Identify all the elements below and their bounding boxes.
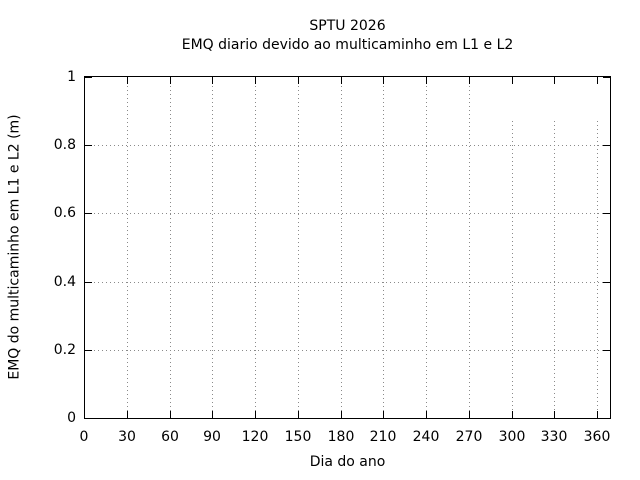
v-gridline — [469, 78, 470, 418]
x-tick-bottom — [298, 411, 299, 418]
x-tick-top — [512, 77, 513, 84]
y-tick-label: 0.6 — [53, 205, 76, 221]
v-gridline — [341, 78, 342, 418]
v-gridline — [212, 78, 213, 418]
v-gridline — [255, 78, 256, 418]
v-gridline — [426, 78, 427, 418]
x-tick-top — [255, 77, 256, 84]
y-tick-right — [603, 350, 610, 351]
v-gridline — [597, 121, 598, 418]
v-gridline — [298, 78, 299, 418]
v-gridline — [127, 78, 128, 418]
plot-area — [84, 76, 611, 419]
chart-title-block: SPTU 2026 EMQ diario devido ao multicami… — [84, 17, 611, 55]
x-tick-bottom — [341, 411, 342, 418]
x-axis-label: Dia do ano — [309, 454, 386, 470]
x-tick-label: 300 — [498, 429, 526, 445]
y-tick-right — [603, 282, 610, 283]
x-tick-bottom — [170, 411, 171, 418]
x-tick-label: 0 — [79, 429, 89, 445]
x-tick-label: 360 — [583, 429, 611, 445]
x-tick-label: 120 — [241, 429, 269, 445]
x-tick-top — [127, 77, 128, 84]
x-tick-bottom — [84, 411, 85, 418]
x-tick-label: 240 — [412, 429, 440, 445]
v-gridline — [512, 121, 513, 418]
x-tick-top — [383, 77, 384, 84]
y-tick-label: 1 — [67, 69, 76, 85]
x-tick-top — [84, 77, 85, 84]
x-tick-top — [298, 77, 299, 84]
x-tick-label: 210 — [369, 429, 397, 445]
x-tick-top — [469, 77, 470, 84]
x-tick-top — [212, 77, 213, 84]
h-gridline — [86, 350, 609, 351]
x-tick-bottom — [255, 411, 256, 418]
y-tick-right — [603, 418, 610, 419]
x-tick-bottom — [426, 411, 427, 418]
y-tick-label: 0 — [67, 410, 76, 426]
v-gridline — [383, 78, 384, 418]
x-tick-label: 30 — [118, 429, 136, 445]
y-tick-left — [85, 282, 92, 283]
x-tick-label: 90 — [203, 429, 221, 445]
h-gridline — [86, 282, 609, 283]
x-tick-bottom — [383, 411, 384, 418]
x-tick-bottom — [597, 411, 598, 418]
x-tick-top — [597, 77, 598, 84]
y-tick-label: 0.2 — [53, 342, 76, 358]
x-tick-label: 60 — [161, 429, 179, 445]
x-tick-top — [170, 77, 171, 84]
y-tick-right — [603, 145, 610, 146]
h-gridline — [86, 213, 609, 214]
y-axis-label: EMQ do multicaminho em L1 e L2 (m) — [6, 114, 23, 380]
chart-subtitle: EMQ diario devido ao multicaminho em L1 … — [181, 37, 514, 53]
y-tick-label: 0.8 — [53, 137, 76, 153]
h-gridline — [86, 145, 609, 146]
y-tick-left — [85, 350, 92, 351]
y-tick-left — [85, 77, 92, 78]
x-tick-bottom — [554, 411, 555, 418]
x-tick-top — [554, 77, 555, 84]
chart-title: SPTU 2026 — [309, 18, 386, 34]
x-tick-label: 150 — [284, 429, 312, 445]
y-tick-right — [603, 213, 610, 214]
v-gridline — [170, 78, 171, 418]
y-tick-left — [85, 213, 92, 214]
x-tick-bottom — [212, 411, 213, 418]
y-tick-label: 0.4 — [53, 274, 76, 290]
x-tick-top — [341, 77, 342, 84]
x-tick-bottom — [127, 411, 128, 418]
v-gridline — [554, 121, 555, 418]
x-tick-label: 270 — [455, 429, 483, 445]
x-tick-label: 330 — [540, 429, 568, 445]
y-tick-left — [85, 418, 92, 419]
x-tick-top — [426, 77, 427, 84]
y-tick-right — [603, 77, 610, 78]
x-tick-bottom — [512, 411, 513, 418]
x-tick-label: 180 — [327, 429, 355, 445]
y-tick-left — [85, 145, 92, 146]
x-tick-bottom — [469, 411, 470, 418]
